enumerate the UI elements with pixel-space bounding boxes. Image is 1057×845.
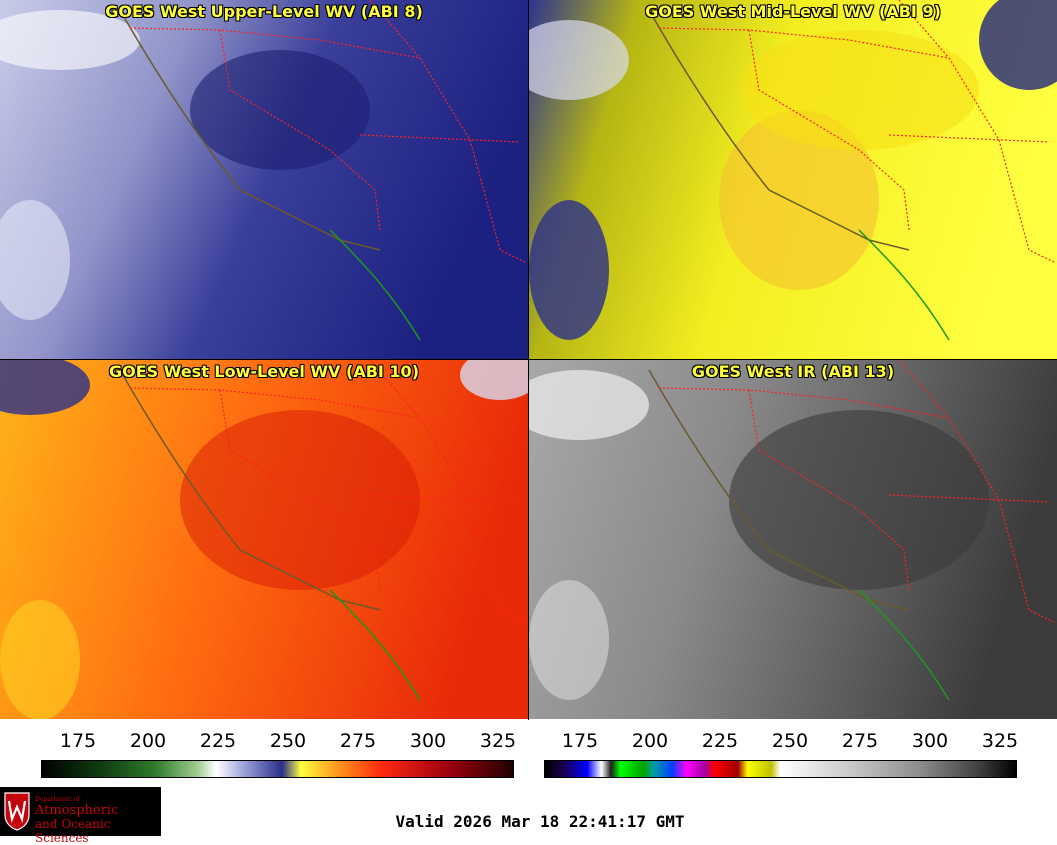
ir-tick-label: 300 (911, 730, 949, 752)
wv-tick-label: 200 (129, 730, 167, 752)
panel-title: GOES West IR (ABI 13) (691, 362, 895, 381)
ir-tick-label: 200 (631, 730, 669, 752)
wv-colorbar-legend: 175 200 225 250 275 300 325 (0, 722, 528, 782)
panel-title: GOES West Low-Level WV (ABI 10) (108, 362, 419, 381)
upper-level-wv-image (0, 0, 528, 359)
panel-low-level-wv: GOES West Low-Level WV (ABI 10) (0, 360, 528, 719)
ir-colorbar (544, 760, 1017, 778)
wv-tick-label: 325 (479, 730, 517, 752)
wv-tick-label: 250 (269, 730, 307, 752)
panel-mid-level-wv: GOES West Mid-Level WV (ABI 9) (529, 0, 1057, 359)
ir-colorbar-legend: 175 200 225 250 275 300 325 (529, 722, 1057, 782)
ir-image (529, 360, 1057, 719)
wv-colorbar (41, 760, 514, 778)
ir-tick-label: 225 (701, 730, 739, 752)
panel-ir: GOES West IR (ABI 13) (529, 360, 1057, 719)
panel-divider-vertical (528, 0, 529, 720)
wv-tick-label: 275 (339, 730, 377, 752)
panel-title: GOES West Mid-Level WV (ABI 9) (645, 2, 941, 21)
logo-line3: and Oceanic Sciences (35, 817, 111, 845)
panel-divider-horizontal (0, 359, 1057, 360)
valid-time: Valid 2026 Mar 18 22:41:17 GMT (395, 812, 685, 831)
ir-tick-label: 175 (561, 730, 599, 752)
panel-upper-level-wv: GOES West Upper-Level WV (ABI 8) (0, 0, 528, 359)
logo-line2: Atmospheric (35, 803, 119, 818)
wv-tick-label: 300 (409, 730, 447, 752)
mid-level-wv-image (529, 0, 1057, 359)
ir-tick-label: 325 (981, 730, 1019, 752)
low-level-wv-image (0, 360, 528, 719)
wv-tick-label: 175 (59, 730, 97, 752)
panel-title: GOES West Upper-Level WV (ABI 8) (105, 2, 423, 21)
uw-crest-icon (4, 792, 30, 831)
logo-line1: Department of (35, 796, 80, 803)
ir-tick-label: 250 (771, 730, 809, 752)
aos-logo: Department of Atmospheric and Oceanic Sc… (0, 787, 161, 845)
ir-tick-label: 275 (841, 730, 879, 752)
wv-tick-label: 225 (199, 730, 237, 752)
